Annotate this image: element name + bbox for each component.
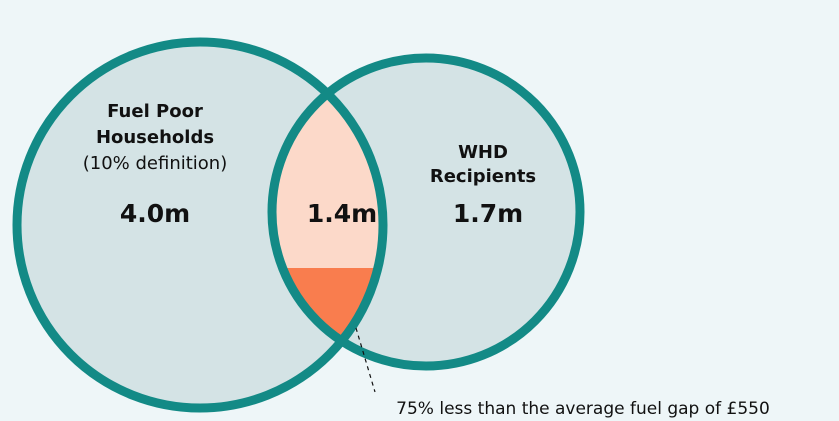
right-value: 1.7m [453,199,523,228]
right-label: Recipients [430,166,536,187]
right-label: WHD [458,142,508,163]
left-note: (10% definition) [83,153,228,174]
left-circle-outline [12,37,388,413]
overlap-value: 1.4m [307,199,377,228]
annotation-leader [355,327,376,393]
left-label: Households [96,127,214,148]
annotation: 75% less than the average fuel gap of £5… [396,399,770,419]
left-label: Fuel Poor [107,101,203,122]
left-value: 4.0m [120,199,190,228]
right-circle-outline [267,53,585,371]
